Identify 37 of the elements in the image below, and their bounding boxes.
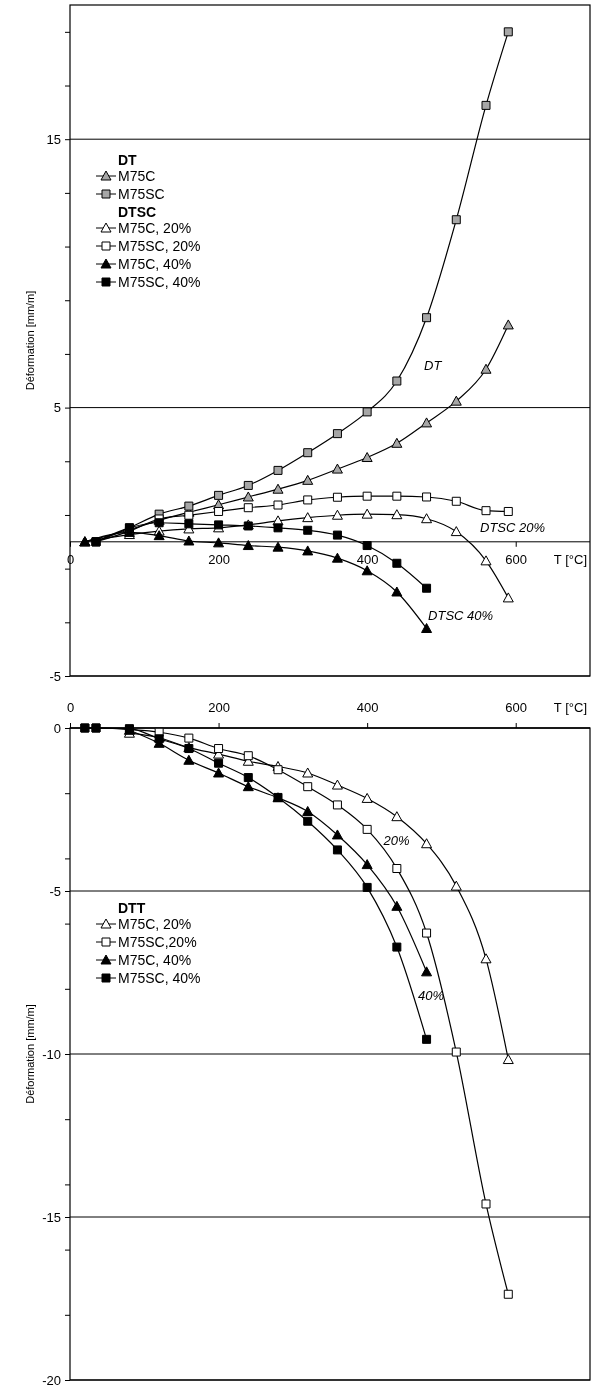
y-tick-label: 0	[53, 720, 61, 736]
y-tick-label: -5	[49, 668, 61, 684]
y-tick-label: -5	[49, 883, 61, 899]
legend-label: M75SC,20%	[118, 934, 197, 950]
legend-label: M75C	[118, 168, 156, 184]
x-tick-label: 0	[66, 700, 75, 716]
legend-label: M75C, 20%	[118, 220, 192, 236]
y-tick-label: -15	[42, 1209, 61, 1225]
legend-label: M75C, 20%	[118, 916, 192, 932]
y-tick-label: -10	[42, 1046, 61, 1062]
x-tick-label: 200	[208, 552, 230, 568]
x-tick-label: 400	[356, 700, 379, 716]
annotation: DTSC 40%	[428, 607, 494, 623]
y-axis-title: Déformation [mm/m]	[24, 1004, 36, 1104]
legend-label: M75C, 40%	[118, 952, 192, 968]
y-tick-label: 5	[53, 400, 61, 416]
legend-title: DT	[118, 152, 138, 168]
annotation: DTSC	[118, 204, 157, 220]
legend-label: M75SC, 20%	[118, 238, 201, 254]
x-axis-title: T [°C]	[553, 700, 587, 715]
y-tick-label: 15	[46, 131, 61, 147]
legend-title: DTT	[118, 900, 146, 916]
y-tick-label: -20	[42, 1372, 61, 1388]
legend-label: M75SC, 40%	[118, 970, 201, 986]
legend-label: M75SC	[118, 186, 165, 202]
legend-label: M75SC, 40%	[118, 274, 201, 290]
y-axis-title: Déformation [mm/m]	[24, 290, 36, 391]
legend-label: M75C, 40%	[118, 256, 192, 272]
x-axis-title: T [°C]	[553, 551, 587, 567]
x-tick-label: 200	[208, 700, 230, 716]
x-tick-label: 600	[505, 552, 528, 568]
annotation: 20%	[382, 833, 410, 849]
annotation: DT	[424, 358, 443, 373]
x-tick-label: 600	[505, 700, 528, 716]
annotation: DTSC 20%	[480, 520, 546, 535]
x-tick-label: 400	[356, 552, 379, 568]
annotation: 40%	[418, 988, 445, 1003]
